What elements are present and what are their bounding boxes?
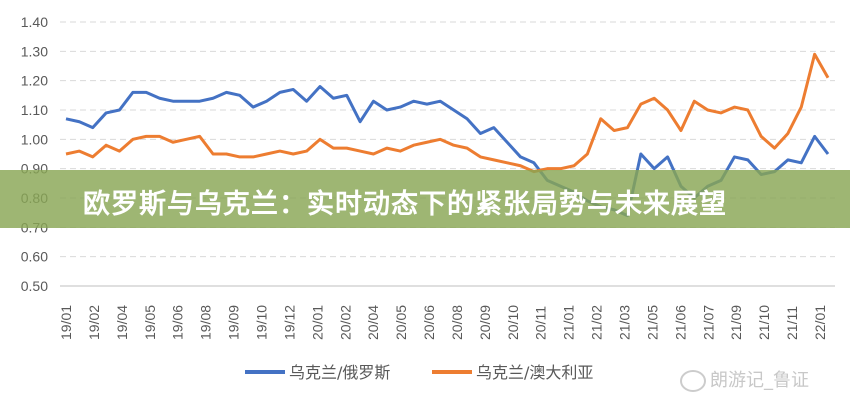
- legend-label: 乌克兰/澳大利亚: [476, 363, 593, 382]
- y-tick-label: 1.30: [21, 43, 48, 59]
- x-tick-label: 19/01: [58, 305, 74, 340]
- x-tick-label: 20/11: [533, 306, 549, 340]
- series-line-1: [65, 52, 830, 174]
- x-tick-label: 20/09: [477, 305, 493, 340]
- x-tick-label: 19/12: [281, 305, 297, 340]
- x-tick-label: 21/07: [700, 305, 716, 340]
- x-tick-label: 20/02: [337, 305, 353, 340]
- x-tick-label: 20/05: [393, 305, 409, 340]
- legend-label: 乌克兰/俄罗斯: [289, 363, 390, 382]
- x-tick-label: 21/09: [728, 305, 744, 340]
- x-tick-label: 19/04: [114, 305, 130, 340]
- y-tick-label: 0.60: [21, 249, 48, 265]
- title-banner: 欧罗斯与乌克兰：实时动态下的紧张局势与未来展望: [0, 170, 850, 228]
- x-tick-label: 19/06: [170, 305, 186, 340]
- x-tick-label: 19/09: [226, 305, 242, 340]
- watermark-text: 朗游记_鲁证: [710, 370, 809, 391]
- x-tick-label: 21/03: [617, 305, 633, 340]
- x-tick-label: 20/06: [421, 305, 437, 340]
- y-tick-label: 1.20: [21, 73, 48, 89]
- watermark: 朗游记_鲁证: [680, 366, 809, 392]
- x-tick-label: 21/11: [784, 306, 800, 340]
- y-tick-label: 0.50: [21, 278, 48, 294]
- x-tick-label: 20/01: [309, 305, 325, 340]
- x-tick-label: 20/10: [505, 305, 521, 340]
- x-tick-label: 21/06: [672, 305, 688, 340]
- y-tick-label: 1.10: [21, 102, 48, 118]
- banner-title: 欧罗斯与乌克兰：实时动态下的紧张局势与未来展望: [83, 189, 727, 220]
- y-tick-label: 1.40: [21, 14, 48, 30]
- x-tick-label: 21/02: [589, 305, 605, 340]
- y-tick-label: 1.00: [21, 131, 48, 147]
- x-tick-label: 21/05: [644, 305, 660, 340]
- weibo-icon: [680, 370, 706, 392]
- x-tick-label: 21/10: [756, 305, 772, 340]
- x-tick-label: 20/04: [365, 305, 381, 340]
- x-tick-label: 22/01: [812, 305, 828, 340]
- x-tick-label: 19/08: [198, 305, 214, 340]
- x-tick-label: 20/08: [449, 305, 465, 340]
- x-tick-label: 21/01: [561, 305, 577, 340]
- x-tick-label: 19/05: [142, 305, 158, 340]
- x-tick-label: 19/10: [253, 305, 269, 340]
- x-tick-label: 19/02: [86, 305, 102, 340]
